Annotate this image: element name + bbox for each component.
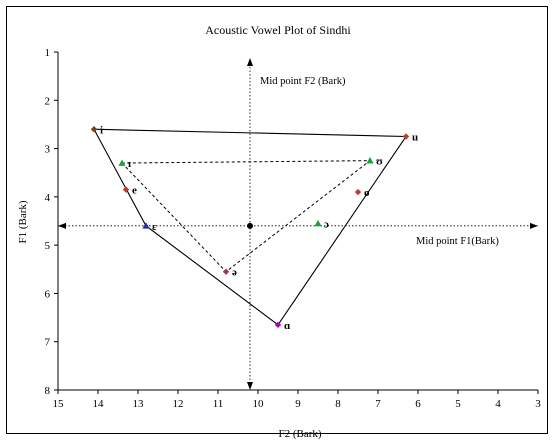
x-tick-label: 10	[253, 398, 265, 410]
midpoint-guides	[58, 58, 538, 390]
midpoint-marker	[247, 222, 253, 229]
vowel-label-u: u	[412, 132, 418, 144]
vowel-point-e	[122, 186, 130, 193]
chart-frame	[6, 6, 548, 434]
x-tick-label: 12	[173, 398, 184, 410]
vowel-points: i ɪ e ɛ ə ɑ ɔ o ʊ u	[90, 124, 418, 332]
y-tick-label: 6	[45, 288, 51, 300]
vowel-point-ʊ	[366, 157, 374, 164]
vowel-label-o: o	[364, 187, 370, 199]
x-tick-label: 5	[455, 398, 461, 410]
y-tick-label: 4	[45, 192, 51, 204]
vowel-label-i: i	[100, 124, 103, 136]
x-tick-label: 11	[213, 398, 224, 410]
vowel-point-ɑ	[274, 321, 282, 329]
arrow-left-icon	[58, 222, 66, 229]
x-axis-label: F2 (Bark)	[278, 428, 321, 440]
vowel-label-ʊ: ʊ	[376, 156, 383, 168]
y-tick-label: 8	[45, 385, 51, 397]
x-tick-label: 15	[53, 398, 65, 410]
vowel-point-ɔ	[314, 219, 322, 227]
vowel-label-ɛ: ɛ	[152, 221, 157, 233]
x-tick-label: 7	[375, 398, 381, 410]
arrow-up-icon	[247, 58, 253, 66]
inner-vowel-polygon	[120, 160, 372, 273]
x-tick-label: 14	[93, 398, 105, 410]
x-tick-label: 6	[415, 398, 421, 410]
x-tick-label: 13	[133, 398, 145, 410]
vowel-label-ɑ: ɑ	[284, 320, 291, 332]
vowel-point-ɛ	[142, 222, 150, 229]
plot-axes	[54, 51, 539, 394]
vowel-point-i	[90, 126, 98, 133]
arrow-right-icon	[530, 222, 538, 229]
vowel-point-ɪ	[118, 159, 126, 166]
x-tick-label: 4	[495, 398, 501, 410]
vowel-label-ə: ə	[232, 267, 237, 279]
y-axis-label: F1 (Bark)	[17, 200, 29, 243]
y-tick-label: 2	[45, 95, 51, 107]
x-tick-label: 9	[295, 398, 301, 410]
vowel-point-ə	[222, 268, 230, 275]
y-tick-label: 1	[45, 47, 51, 59]
vowel-label-ɔ: ɔ	[324, 218, 329, 230]
vowel-label-ɪ: ɪ	[128, 158, 131, 170]
chart-title: Acoustic Vowel Plot of Sindhi	[205, 23, 351, 37]
vowel-point-u	[402, 133, 410, 140]
vowel-label-e: e	[132, 185, 137, 197]
x-tick-label: 8	[335, 398, 341, 410]
y-tick-label: 7	[45, 337, 51, 349]
vowel-point-o	[354, 188, 362, 196]
y-tick-label: 5	[45, 240, 51, 252]
horizontal-line-annotation: Mid point F1(Bark)	[416, 236, 499, 247]
vertical-line-annotation: Mid point F2 (Bark)	[260, 76, 346, 87]
arrow-down-icon	[247, 382, 253, 390]
x-tick-label: 3	[535, 398, 541, 410]
y-tick-label: 3	[45, 144, 51, 156]
